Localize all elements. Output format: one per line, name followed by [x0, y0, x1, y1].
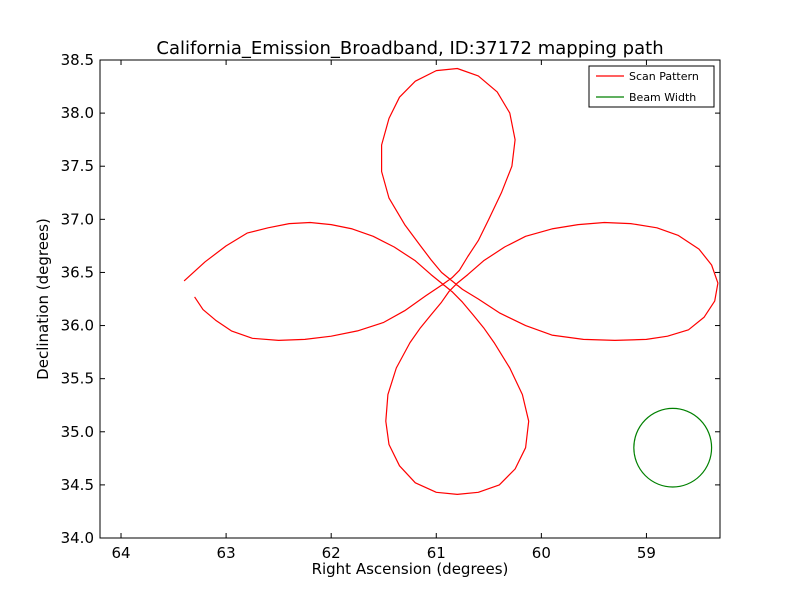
- y-tick-label: 38.5: [61, 51, 94, 69]
- y-tick-label: 37.0: [61, 210, 94, 228]
- plot-frame: [99, 59, 721, 539]
- x-tick-label: 64: [111, 544, 130, 562]
- y-tick-label: 36.0: [61, 317, 94, 335]
- legend: Scan Pattern Beam Width: [588, 65, 715, 108]
- y-tick-label: 38.0: [61, 104, 94, 122]
- x-tick-label: 63: [217, 544, 236, 562]
- beam-width-circle: [633, 407, 713, 488]
- x-tick-label: 60: [532, 544, 551, 562]
- x-axis-label: Right Ascension (degrees): [312, 560, 509, 578]
- y-tick-label: 34.5: [61, 476, 94, 494]
- plot-area: [100, 60, 720, 538]
- chart-title: California_Emission_Broadband, ID:37172 …: [156, 38, 663, 59]
- y-axis-label: Declination (degrees): [34, 218, 52, 380]
- y-tick-label: 34.0: [61, 529, 94, 547]
- plot-content: [183, 67, 719, 495]
- y-tick-label: 35.5: [61, 370, 94, 388]
- scan-pattern-line: [183, 67, 719, 495]
- y-tick-label: 37.5: [61, 157, 94, 175]
- x-tick-label: 62: [322, 544, 341, 562]
- x-tick-label: 59: [637, 544, 656, 562]
- x-tick-label: 61: [427, 544, 446, 562]
- legend-beam-width-label: Beam Width: [629, 91, 696, 104]
- y-tick-label: 35.0: [61, 423, 94, 441]
- legend-box: [588, 65, 715, 108]
- legend-scan-pattern-label: Scan Pattern: [629, 70, 699, 83]
- y-tick-label: 36.5: [61, 263, 94, 281]
- axis-ticks: 64 63 62 61 60 59 34.0 34.5 35.0 35.5 36.0 36.5 37.0…: [61, 51, 720, 562]
